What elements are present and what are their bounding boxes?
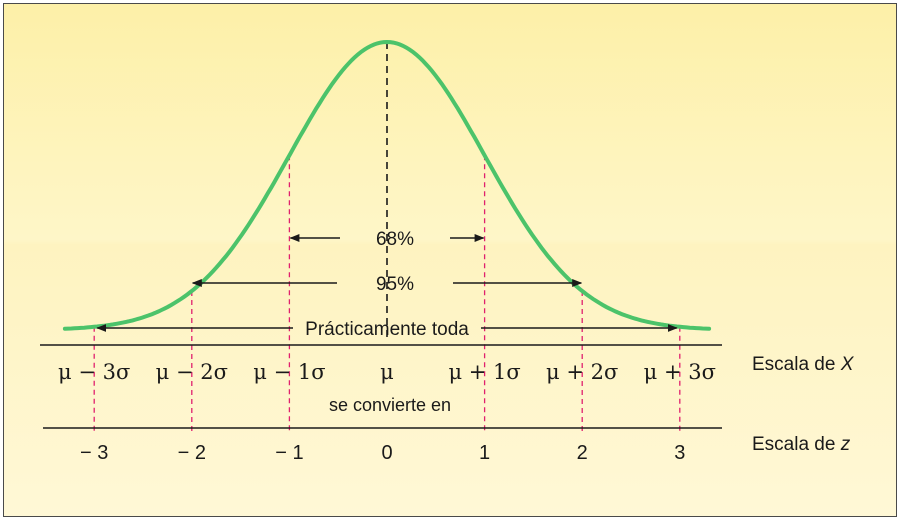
z-scale-tick-label: − 2: [178, 442, 206, 464]
x-scale-tick-label: μ − 2σ: [156, 360, 228, 384]
x-scale-tick-label: μ + 2σ: [546, 360, 618, 384]
figure-frame: [3, 3, 897, 517]
z-scale-tick-label: 2: [577, 442, 588, 464]
z-scale-tick-label: 1: [479, 442, 490, 464]
interval-label: 68%: [376, 229, 414, 250]
interval-label: Prácticamente toda: [305, 319, 469, 340]
x-scale-name: Escala de X: [752, 354, 855, 375]
interval-label: 95%: [376, 274, 414, 295]
z-scale-tick-label: 0: [381, 442, 392, 464]
density-curve: [62, 39, 712, 331]
x-scale-tick-label: μ + 3σ: [644, 360, 716, 384]
x-scale-tick-label: μ − 1σ: [253, 360, 325, 384]
x-scale-tick-label: μ: [380, 360, 394, 384]
x-scale-tick-label: μ − 3σ: [58, 360, 130, 384]
x-scale-tick-label: μ + 1σ: [448, 360, 520, 384]
z-scale-tick-label: 3: [674, 442, 685, 464]
connector-text: se convierte en: [329, 395, 451, 415]
z-scale-name: Escala de z: [752, 434, 851, 455]
z-scale-tick-label: − 3: [80, 442, 108, 464]
z-scale-tick-label: − 1: [275, 442, 303, 464]
